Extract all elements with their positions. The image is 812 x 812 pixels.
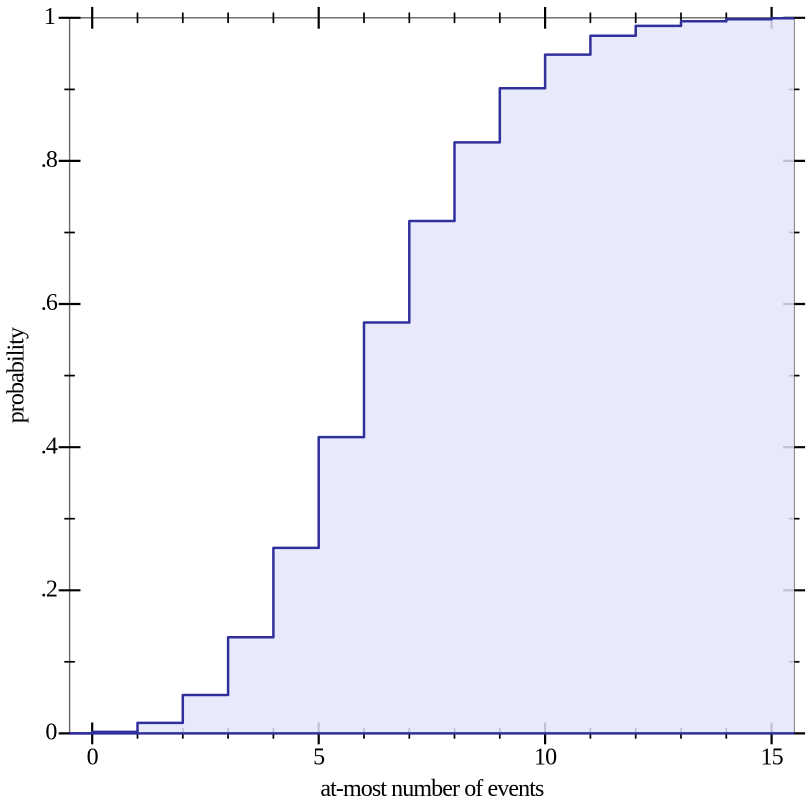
- svg-text:.4: .4: [41, 433, 58, 459]
- svg-text:0: 0: [87, 745, 99, 771]
- svg-text:.6: .6: [41, 290, 58, 316]
- svg-text:at-most number of events: at-most number of events: [320, 776, 544, 802]
- svg-text:.2: .2: [41, 577, 57, 603]
- svg-text:1: 1: [44, 4, 55, 30]
- svg-text:10: 10: [534, 745, 557, 771]
- svg-text:.8: .8: [41, 147, 58, 173]
- svg-text:15: 15: [760, 745, 783, 771]
- svg-text:probability: probability: [4, 327, 30, 423]
- svg-text:0: 0: [45, 720, 57, 746]
- svg-text:5: 5: [313, 745, 325, 771]
